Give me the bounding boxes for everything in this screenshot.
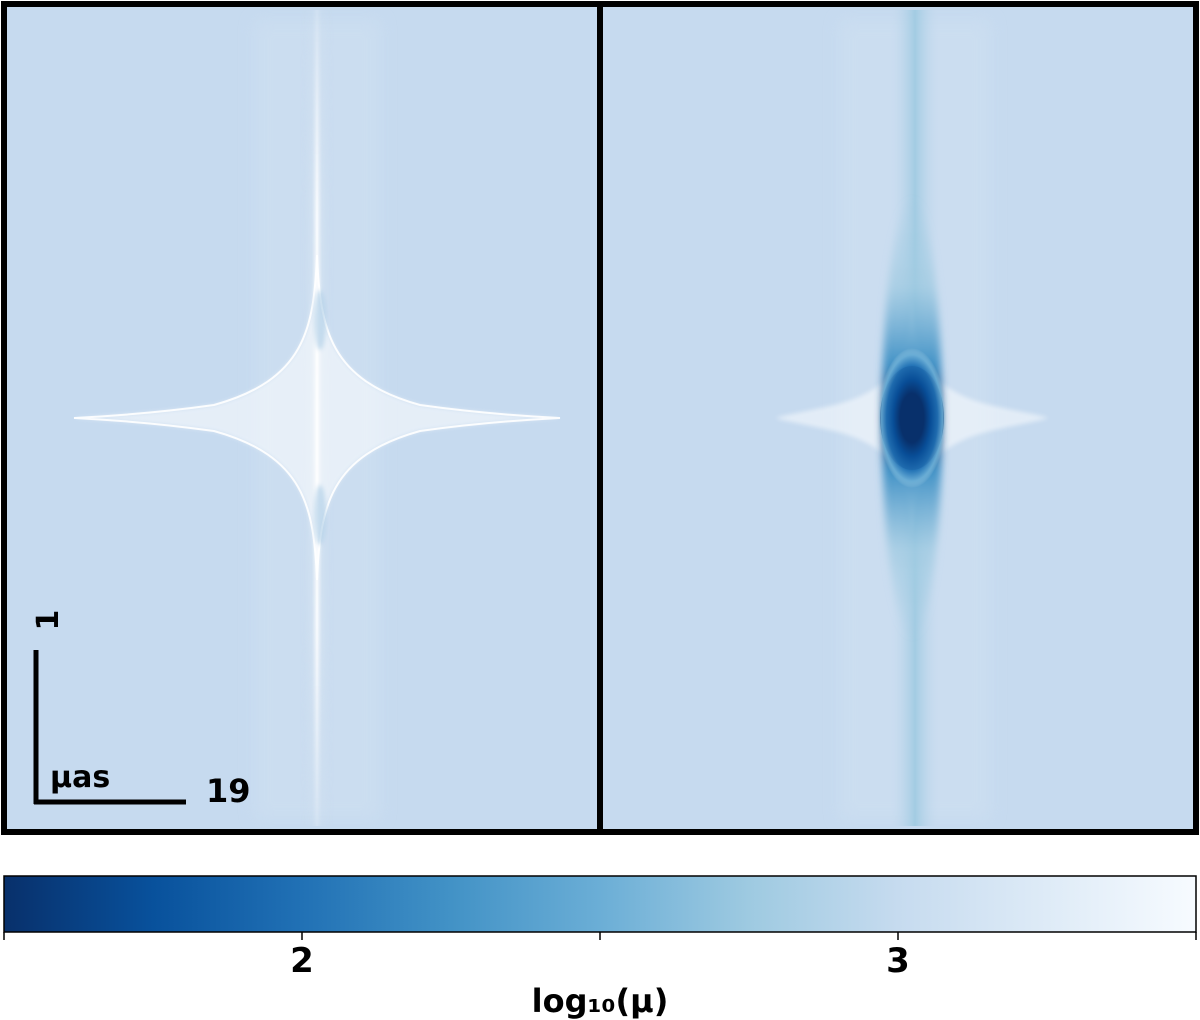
panel-right-frame bbox=[597, 1, 1199, 835]
panel-left bbox=[4, 4, 600, 832]
panel-left-caustic-edge bbox=[73, 254, 561, 581]
colorbar-tick-label: 3 bbox=[886, 941, 910, 981]
scale-bar-unit: μas bbox=[50, 760, 110, 795]
scale-bar: 1 μas 19 bbox=[31, 610, 251, 810]
scale-bar-horizontal-value: 19 bbox=[206, 772, 251, 810]
panel-left-cusp-tint-bottom bbox=[314, 485, 326, 545]
scale-bar-vertical-value: 1 bbox=[31, 610, 66, 631]
colorbar-label: log₁₀(μ) bbox=[532, 982, 669, 1020]
panel-right-core-glow bbox=[878, 348, 946, 488]
colorbar-tick-label: 2 bbox=[290, 941, 314, 981]
colorbar-ramp bbox=[3, 875, 1197, 933]
panel-left-caustic bbox=[74, 255, 560, 580]
panel-left-cusp-tint-top bbox=[314, 290, 326, 350]
panel-right bbox=[600, 4, 1196, 832]
